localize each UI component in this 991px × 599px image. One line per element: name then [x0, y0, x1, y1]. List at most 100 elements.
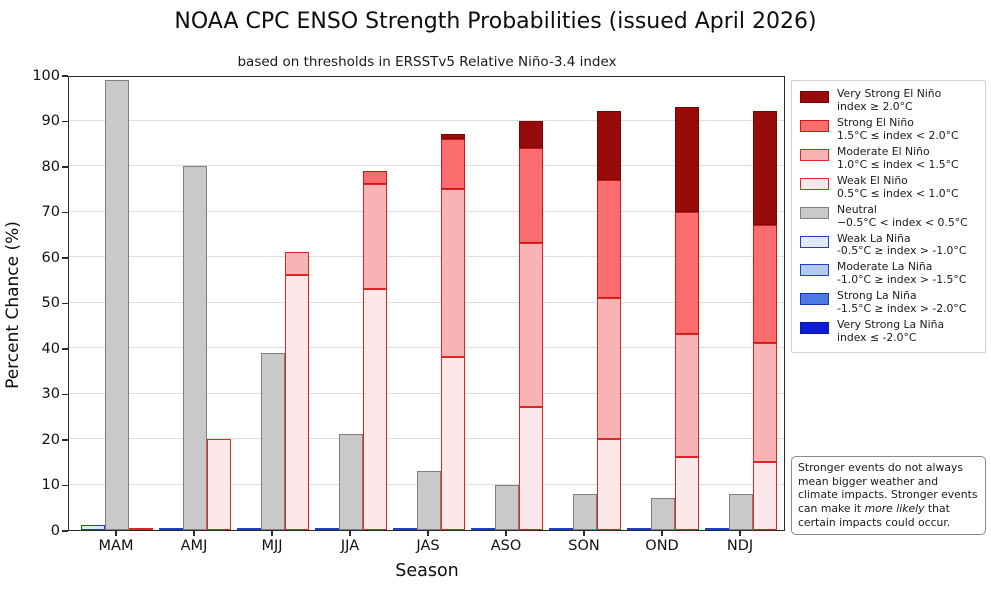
xtick-mark-aso: [505, 531, 507, 536]
legend-label-text: Very Strong El Niño: [837, 87, 942, 100]
legend-label-text: Moderate La Niña: [837, 260, 933, 274]
legend-swatch-strong-la-nina: [800, 293, 829, 306]
xtick-mark-jas: [427, 531, 429, 536]
bar-mjj-moderate-el-nino: [285, 252, 309, 276]
bar-son-very-strong-el-nino: [597, 111, 621, 180]
bar-son-weak-el-nino: [597, 439, 621, 530]
legend-range-text: 1.0°C ≤ index < 1.5°C: [837, 157, 959, 171]
bar-mam-weak-la-nina: [81, 525, 105, 530]
legend-label-very-strong-la-nina: Very Strong La Niña index ≤ -2.0°C: [837, 318, 945, 345]
bar-jja-weak-el-nino: [363, 288, 387, 530]
legend-swatch-moderate-la-nina: [800, 264, 829, 277]
bar-mam-el-nino-bar-zero: [129, 528, 153, 530]
legend-swatch-strong-el-nino: [800, 119, 829, 132]
gridline-40: [69, 347, 784, 348]
legend-label-text: Weak El Niño: [837, 173, 908, 187]
bar-ndj-weak-el-nino: [753, 461, 777, 530]
legend-range-text: −0.5°C < index < 0.5°C: [837, 215, 968, 229]
legend: Very Strong El Niño index ≥ 2.0°C Strong E…: [791, 80, 986, 354]
bar-aso-neutral: [495, 484, 519, 530]
legend-item-strong-el-nino: Strong El Niño 1.5°C ≤ index < 2.0°C: [800, 116, 978, 143]
xtick-label-son: SON: [568, 538, 600, 554]
legend-label-weak-el-nino: Weak El Niño 0.5°C ≤ index < 1.0°C: [837, 173, 959, 201]
x-axis-label: Season: [395, 561, 459, 581]
gridline-30: [69, 392, 784, 394]
bar-jas-moderate-el-nino: [441, 188, 465, 358]
bar-ond-moderate-el-nino: [675, 334, 699, 458]
note-box: Stronger events do not always mean bigge…: [791, 456, 986, 535]
ytick-label-40: 40: [41, 340, 60, 357]
bar-aso-strong-el-nino: [519, 147, 543, 244]
legend-label-text: Neutral: [837, 202, 877, 216]
legend-item-weak-el-nino: Weak El Niño 0.5°C ≤ index < 1.0°C: [800, 173, 978, 201]
legend-label-moderate-el-nino: Moderate El Niño 1.0°C ≤ index < 1.5°C: [837, 145, 959, 172]
bar-aso-very-strong-el-nino: [519, 120, 543, 148]
bar-son-la-nina-bar-zero: [549, 528, 573, 530]
ytick-mark-90: [62, 120, 68, 123]
ytick-label-70: 70: [41, 204, 60, 220]
bar-jja-la-nina-bar-zero: [315, 528, 339, 530]
legend-swatch-very-strong-el-nino: [800, 91, 829, 103]
bar-ond-very-strong-el-nino: [675, 106, 699, 212]
ytick-mark-0: [62, 530, 68, 532]
ytick-label-10: 10: [41, 477, 60, 493]
bar-ndj-neutral: [729, 493, 753, 530]
ytick-label-0: 0: [50, 522, 60, 539]
bar-mjj-neutral: [261, 352, 285, 530]
xtick-label-amj: AMJ: [180, 538, 208, 554]
bar-son-strong-el-nino: [597, 179, 621, 298]
ytick-mark-60: [62, 257, 68, 259]
legend-item-moderate-el-nino: Moderate El Niño 1.0°C ≤ index < 1.5°C: [800, 145, 978, 172]
xtick-label-aso: ASO: [490, 538, 522, 554]
bar-mjj-weak-el-nino: [285, 275, 309, 530]
legend-label-neutral: Neutral −0.5°C < index < 0.5°C: [837, 202, 968, 230]
xtick-label-mam: MAM: [98, 538, 134, 554]
bar-ond-weak-el-nino: [675, 457, 699, 530]
bar-jja-moderate-el-nino: [363, 184, 387, 289]
bar-jas-neutral: [417, 470, 441, 530]
legend-item-neutral: Neutral −0.5°C < index < 0.5°C: [800, 202, 978, 230]
legend-range-text: 1.5°C ≤ index < 2.0°C: [837, 128, 959, 142]
bar-aso-weak-el-nino: [519, 407, 543, 530]
xtick-mark-son: [583, 531, 585, 536]
legend-label-strong-la-nina: Strong La Niña -1.5°C ≥ index > -2.0°C: [837, 289, 967, 316]
ytick-label-90: 90: [41, 113, 60, 129]
bar-amj-la-nina-bar-zero: [159, 528, 183, 530]
legend-label-text: Very Strong La Niña: [837, 318, 945, 332]
legend-swatch-neutral: [800, 206, 829, 219]
bar-jja-strong-el-nino: [363, 170, 387, 185]
legend-label-strong-el-nino: Strong El Niño 1.5°C ≤ index < 2.0°C: [837, 116, 959, 143]
legend-label-text: Weak La Niña: [837, 231, 911, 245]
xtick-label-mjj: MJJ: [261, 538, 283, 554]
note-text-italic: more likely: [864, 502, 925, 516]
legend-label-moderate-la-nina: Moderate La Niña -1.0°C ≥ index > -1.5°C: [837, 260, 967, 287]
legend-range-text: index ≤ -2.0°C: [837, 331, 917, 345]
ytick-label-80: 80: [41, 158, 60, 175]
legend-swatch-weak-la-nina: [800, 235, 829, 248]
legend-range-text: -1.0°C ≥ index > -1.5°C: [837, 273, 967, 287]
legend-item-very-strong-la-nina: Very Strong La Niña index ≤ -2.0°C: [800, 318, 978, 345]
bar-amj-weak-el-nino: [207, 439, 231, 530]
note-text-end: that certain impacts could occur.: [798, 502, 951, 529]
plot-area: [68, 76, 785, 531]
xtick-mark-mjj: [271, 531, 273, 536]
legend-range-text: -1.5°C ≥ index > -2.0°C: [837, 302, 967, 316]
legend-item-very-strong-el-nino: Very Strong El Niño index ≥ 2.0°C: [800, 87, 978, 114]
legend-item-strong-la-nina: Strong La Niña -1.5°C ≥ index > -2.0°C: [800, 289, 978, 316]
xtick-label-ndj: NDJ: [726, 538, 754, 554]
ytick-mark-40: [62, 348, 68, 350]
ytick-label-60: 60: [41, 249, 60, 266]
xtick-label-jja: JJA: [340, 538, 360, 554]
bar-ndj-moderate-el-nino: [753, 343, 777, 462]
xtick-label-jas: JAS: [416, 538, 440, 554]
ytick-mark-20: [62, 439, 68, 441]
bar-ndj-strong-el-nino: [753, 225, 777, 344]
ytick-label-30: 30: [41, 386, 60, 402]
bar-son-neutral: [573, 493, 597, 530]
bar-ndj-very-strong-el-nino: [753, 111, 777, 226]
legend-swatch-weak-el-nino: [800, 177, 829, 190]
xtick-mark-ond: [661, 531, 663, 536]
bar-mam-neutral: [105, 79, 129, 530]
ytick-mark-100: [62, 75, 68, 77]
ytick-mark-50: [62, 302, 68, 305]
